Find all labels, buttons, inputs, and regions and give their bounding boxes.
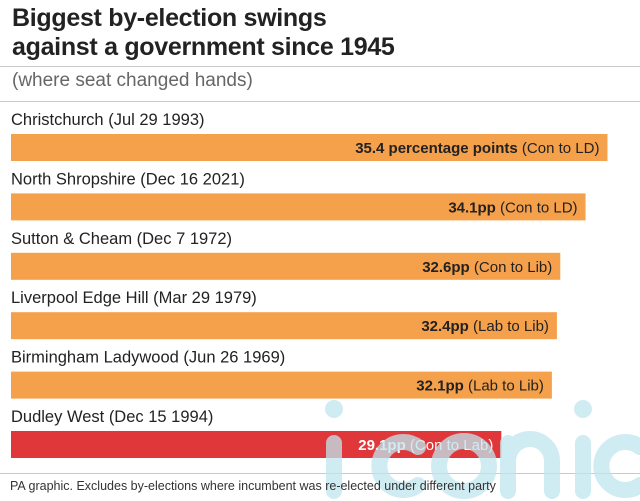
title-line-1: Biggest by-election swings <box>12 4 327 32</box>
bar <box>11 252 561 280</box>
bar-value-label: 32.6pp (Con to Lib) <box>422 259 552 276</box>
category-label: Dudley West (Dec 15 1994) <box>11 408 213 426</box>
title-line-2: against a government since 1945 <box>12 33 395 61</box>
subtitle-divider <box>0 101 640 102</box>
bar <box>11 312 557 340</box>
category-label: Christchurch (Jul 29 1993) <box>11 111 205 129</box>
bar-value-label: 35.4 percentage points (Con to LD) <box>355 140 599 157</box>
title-divider <box>0 66 640 67</box>
chart-title: Biggest by-election swings against a gov… <box>12 4 395 62</box>
category-label: Sutton & Cheam (Dec 7 1972) <box>11 230 232 248</box>
bar-value-label: 32.1pp (Lab to Lib) <box>416 378 544 395</box>
bar-value-label: 29.1pp (Con to Lab) <box>358 437 493 454</box>
footer-divider <box>0 473 640 474</box>
bar <box>11 134 608 161</box>
bar-value-label: 32.4pp (Lab to Lib) <box>421 318 549 335</box>
category-label: Birmingham Ladywood (Jun 26 1969) <box>11 349 285 367</box>
bar <box>11 371 552 399</box>
category-label: North Shropshire (Dec 16 2021) <box>11 170 245 188</box>
chart-subtitle: (where seat changed hands) <box>12 70 253 91</box>
bar <box>11 193 586 221</box>
bar-value-label: 34.1pp (Con to LD) <box>448 199 577 216</box>
category-label: Liverpool Edge Hill (Mar 29 1979) <box>11 289 257 307</box>
footer-note: PA graphic. Excludes by-elections where … <box>10 479 496 493</box>
